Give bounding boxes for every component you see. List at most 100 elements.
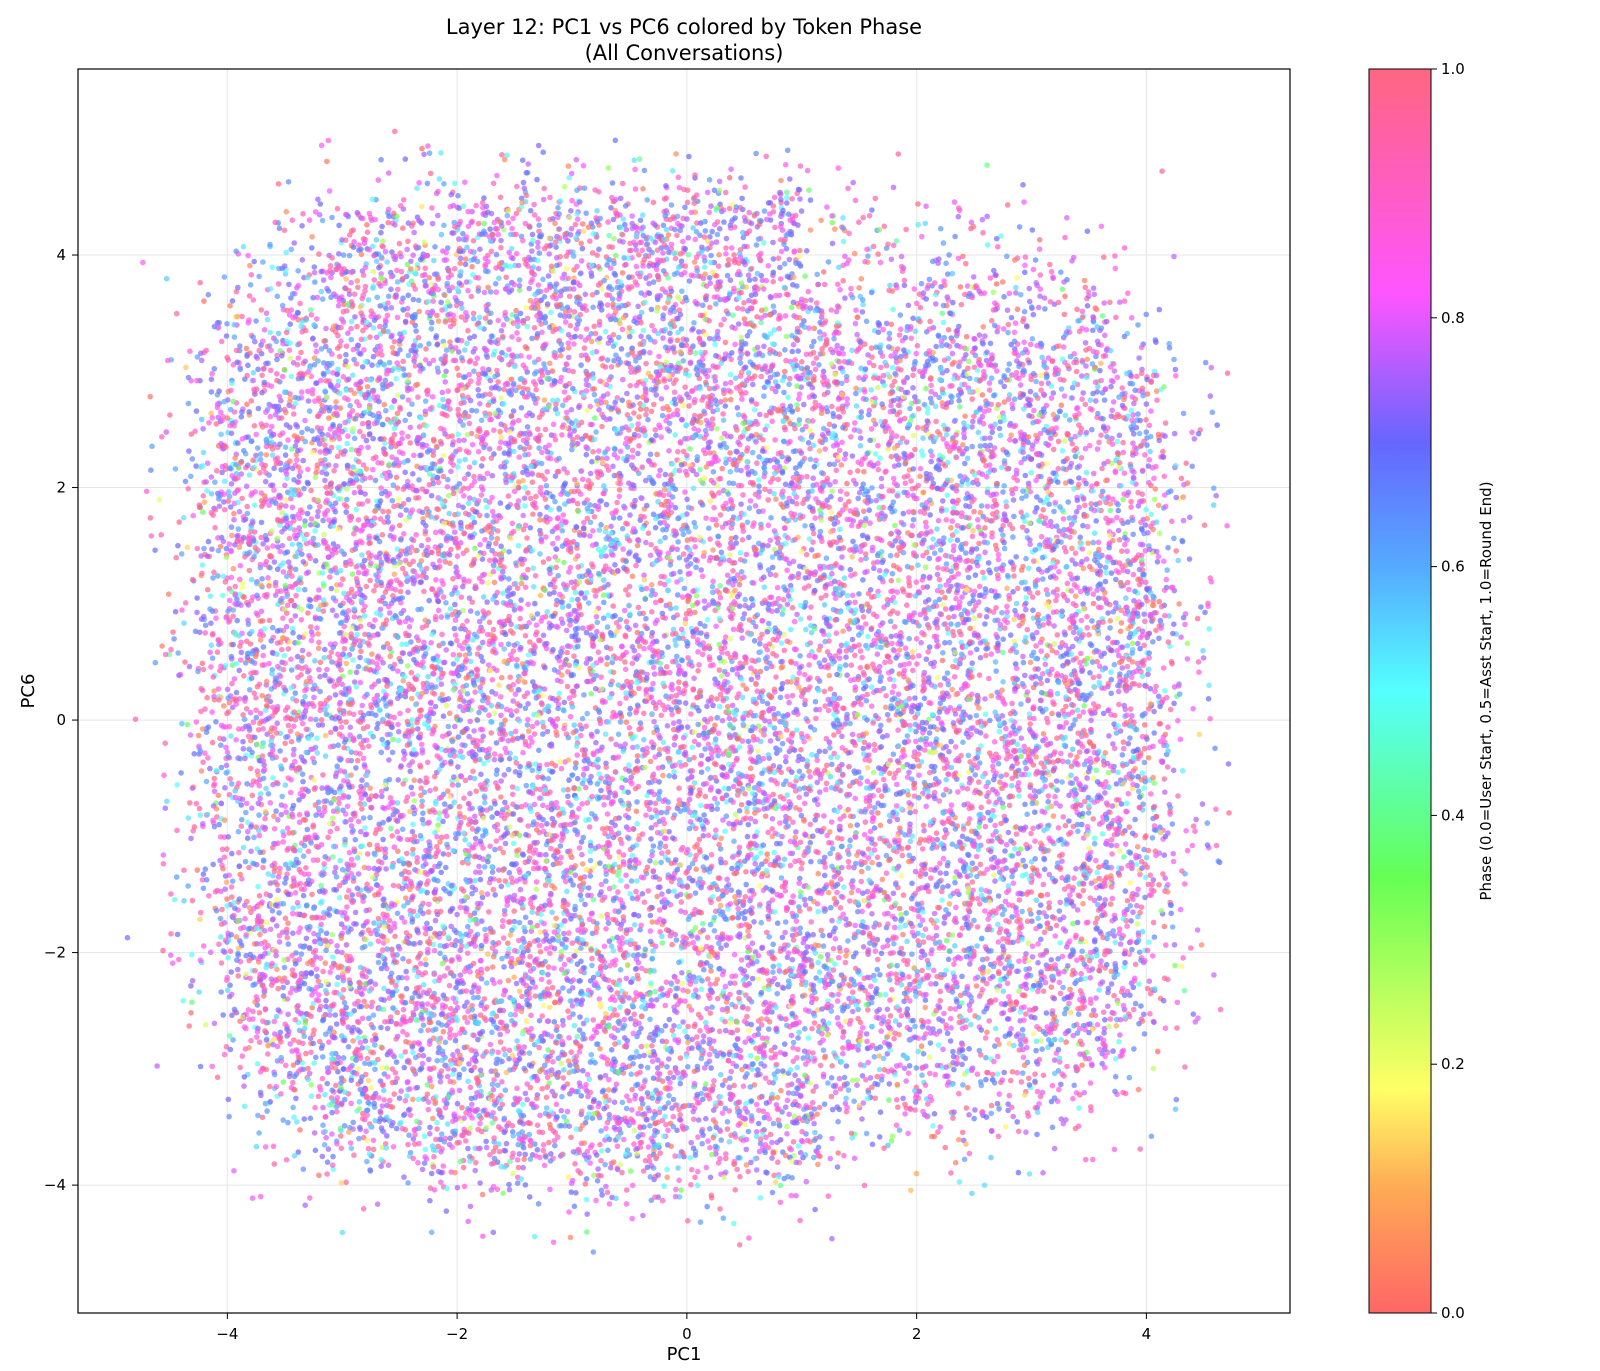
scatter-point — [951, 674, 958, 680]
scatter-point — [401, 459, 407, 466]
scatter-point — [566, 777, 572, 783]
scatter-point — [200, 871, 207, 877]
scatter-point — [467, 1084, 474, 1091]
scatter-point — [789, 692, 796, 699]
scatter-point — [716, 226, 723, 232]
scatter-point — [971, 917, 977, 924]
scatter-point — [257, 931, 263, 938]
scatter-point — [810, 530, 817, 537]
scatter-point — [455, 431, 462, 438]
scatter-point — [585, 600, 592, 606]
scatter-point — [736, 744, 743, 750]
scatter-point — [945, 883, 951, 889]
scatter-point — [856, 642, 862, 648]
scatter-point — [369, 362, 375, 368]
scatter-point — [311, 264, 318, 270]
scatter-point — [250, 1008, 256, 1015]
scatter-point — [1108, 383, 1114, 390]
scatter-point — [169, 960, 176, 966]
scatter-point — [727, 469, 734, 475]
scatter-point — [354, 323, 360, 330]
scatter-point — [972, 572, 979, 578]
scatter-point — [797, 875, 803, 882]
scatter-point — [812, 1206, 818, 1213]
scatter-point — [633, 808, 640, 815]
scatter-point — [344, 904, 350, 910]
scatter-point — [423, 961, 429, 968]
scatter-point — [219, 906, 225, 913]
scatter-point — [202, 630, 209, 636]
scatter-point — [731, 716, 738, 723]
scatter-point — [844, 491, 850, 497]
scatter-point — [313, 966, 320, 972]
scatter-point — [228, 991, 235, 998]
scatter-point — [224, 749, 231, 755]
scatter-point — [1082, 401, 1089, 408]
scatter-point — [319, 296, 326, 302]
scatter-point — [541, 185, 547, 192]
scatter-point — [1084, 625, 1090, 631]
scatter-point — [369, 651, 375, 657]
scatter-point — [351, 435, 358, 442]
scatter-point — [926, 730, 933, 736]
scatter-point — [375, 959, 382, 966]
scatter-point — [419, 803, 425, 809]
scatter-point — [471, 459, 478, 466]
scatter-point — [1091, 840, 1098, 847]
scatter-point — [571, 653, 577, 659]
scatter-point — [676, 718, 682, 725]
scatter-point — [1156, 306, 1163, 313]
scatter-point — [1015, 1128, 1022, 1135]
scatter-point — [395, 721, 401, 728]
scatter-point — [334, 205, 341, 212]
scatter-point — [210, 575, 216, 581]
scatter-point — [264, 316, 271, 323]
scatter-point — [1022, 801, 1028, 808]
scatter-point — [985, 916, 991, 922]
scatter-point — [350, 346, 357, 353]
scatter-point — [778, 501, 784, 508]
scatter-point — [211, 788, 218, 795]
scatter-point — [835, 281, 841, 288]
scatter-point — [371, 277, 378, 283]
scatter-point — [870, 611, 877, 618]
scatter-point — [1089, 1156, 1096, 1163]
scatter-point — [865, 865, 871, 871]
scatter-point — [1132, 1000, 1139, 1007]
scatter-point — [1180, 410, 1187, 417]
scatter-point — [717, 1206, 723, 1212]
scatter-point — [425, 536, 432, 543]
scatter-point — [514, 183, 520, 190]
scatter-point — [971, 508, 977, 515]
scatter-point — [251, 423, 258, 429]
scatter-point — [289, 217, 296, 223]
scatter-point — [972, 789, 978, 796]
scatter-point — [915, 201, 921, 207]
scatter-point — [543, 534, 549, 540]
scatter-point — [801, 401, 807, 408]
scatter-point — [1027, 721, 1033, 727]
scatter-point — [473, 788, 480, 794]
scatter-point — [358, 931, 365, 937]
scatter-point — [656, 746, 663, 753]
scatter-point — [182, 478, 189, 485]
scatter-point — [457, 947, 464, 953]
scatter-point — [395, 728, 402, 735]
scatter-point — [540, 1142, 547, 1148]
scatter-point — [299, 429, 305, 436]
scatter-point — [1077, 588, 1084, 595]
scatter-point — [287, 728, 294, 734]
scatter-point — [890, 751, 897, 757]
scatter-point — [1056, 1086, 1062, 1093]
scatter-point — [992, 878, 998, 884]
scatter-point — [277, 748, 283, 754]
scatter-point — [997, 432, 1004, 439]
scatter-point — [665, 578, 671, 584]
scatter-point — [894, 552, 900, 558]
scatter-point — [831, 732, 837, 738]
scatter-point — [1076, 713, 1083, 719]
scatter-point — [690, 939, 697, 946]
scatter-point — [604, 624, 611, 630]
scatter-point — [232, 905, 238, 912]
scatter-point — [1081, 703, 1087, 709]
